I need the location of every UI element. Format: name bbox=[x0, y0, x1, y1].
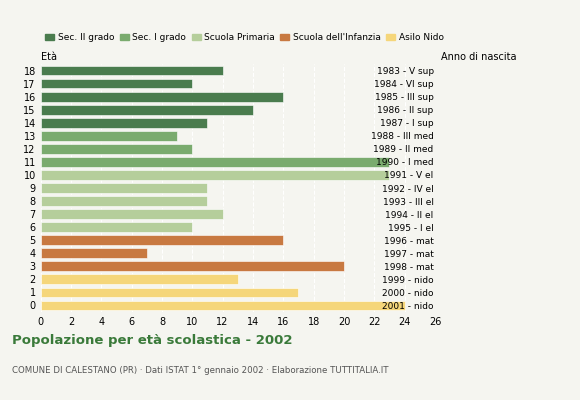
Bar bbox=[41, 262, 344, 271]
Bar bbox=[41, 66, 223, 76]
Bar bbox=[41, 92, 283, 102]
Bar bbox=[41, 196, 208, 206]
Bar bbox=[41, 144, 193, 154]
Bar bbox=[41, 157, 390, 167]
Bar bbox=[41, 183, 208, 193]
Bar bbox=[41, 209, 223, 219]
Bar bbox=[41, 300, 405, 310]
Text: Anno di nascita: Anno di nascita bbox=[441, 52, 516, 62]
Bar bbox=[41, 222, 193, 232]
Bar bbox=[41, 105, 253, 114]
Bar bbox=[41, 235, 283, 245]
Legend: Sec. II grado, Sec. I grado, Scuola Primaria, Scuola dell'Infanzia, Asilo Nido: Sec. II grado, Sec. I grado, Scuola Prim… bbox=[45, 33, 444, 42]
Text: Popolazione per età scolastica - 2002: Popolazione per età scolastica - 2002 bbox=[12, 334, 292, 347]
Bar bbox=[41, 79, 193, 88]
Text: Età: Età bbox=[41, 52, 57, 62]
Bar bbox=[41, 288, 299, 297]
Bar bbox=[41, 248, 147, 258]
Bar bbox=[41, 118, 208, 128]
Bar bbox=[41, 170, 390, 180]
Bar bbox=[41, 131, 177, 141]
Text: COMUNE DI CALESTANO (PR) · Dati ISTAT 1° gennaio 2002 · Elaborazione TUTTITALIA.: COMUNE DI CALESTANO (PR) · Dati ISTAT 1°… bbox=[12, 366, 388, 375]
Bar bbox=[41, 274, 238, 284]
